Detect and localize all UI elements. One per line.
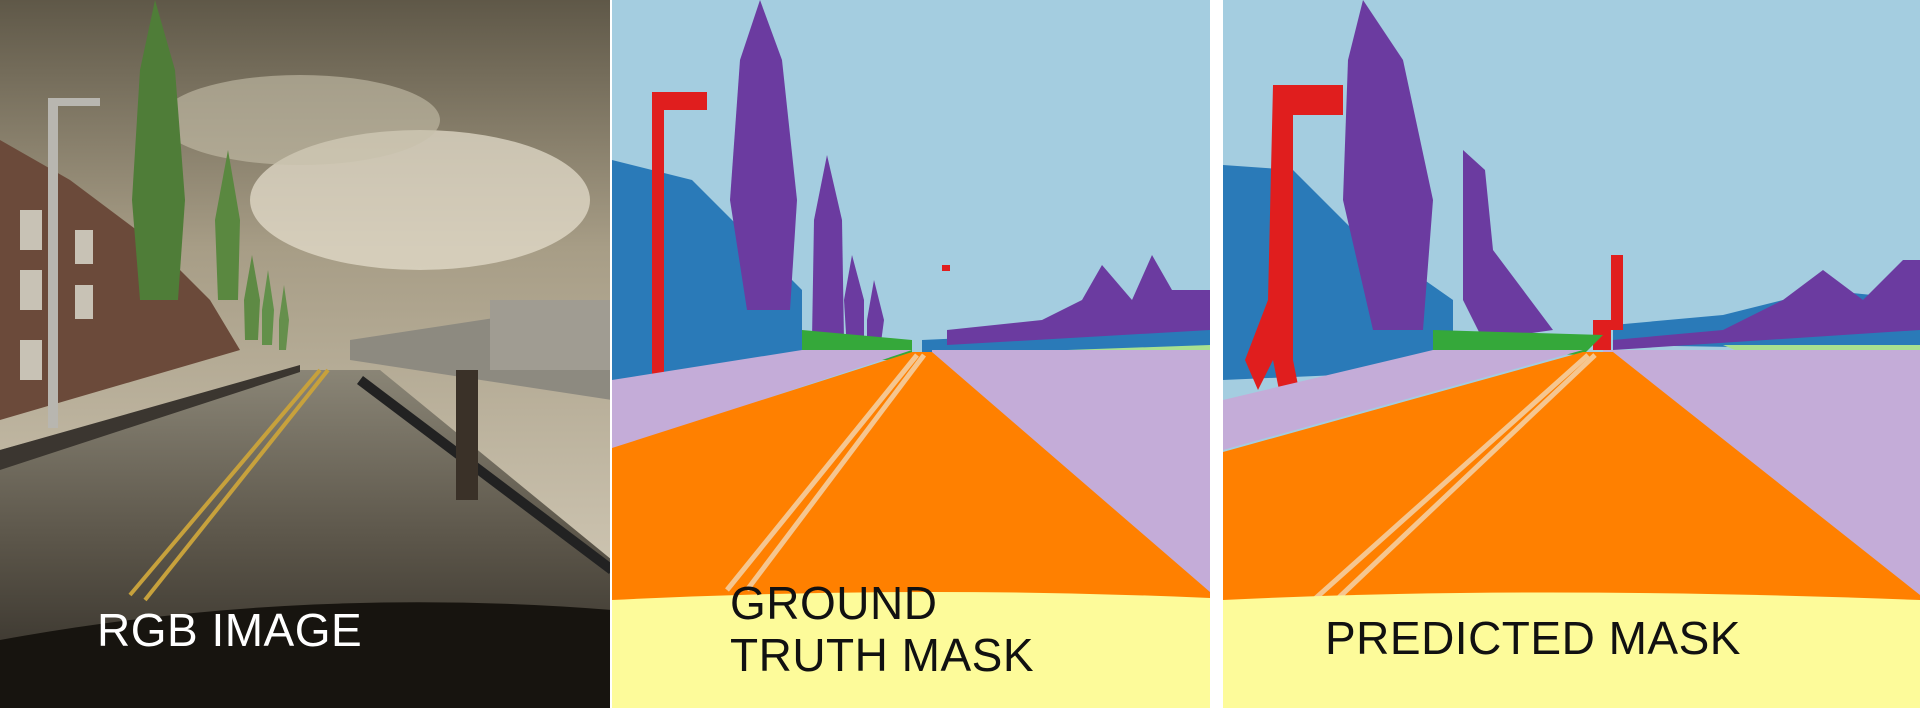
rgb-scene-image bbox=[0, 0, 612, 708]
ground-truth-mask-panel: GROUND TRUTH MASK bbox=[612, 0, 1210, 708]
ground-truth-mask-caption: GROUND TRUTH MASK bbox=[730, 577, 1034, 681]
panel-divider bbox=[1210, 0, 1223, 708]
rgb-image-caption: RGB IMAGE bbox=[97, 604, 363, 656]
predicted-mask-panel: PREDICTED MASK bbox=[1223, 0, 1920, 708]
predicted-mask-caption: PREDICTED MASK bbox=[1325, 612, 1741, 664]
rgb-image-panel: RGB IMAGE bbox=[0, 0, 612, 708]
predicted-mask-image bbox=[1223, 0, 1920, 708]
ground-truth-mask-image bbox=[612, 0, 1210, 708]
